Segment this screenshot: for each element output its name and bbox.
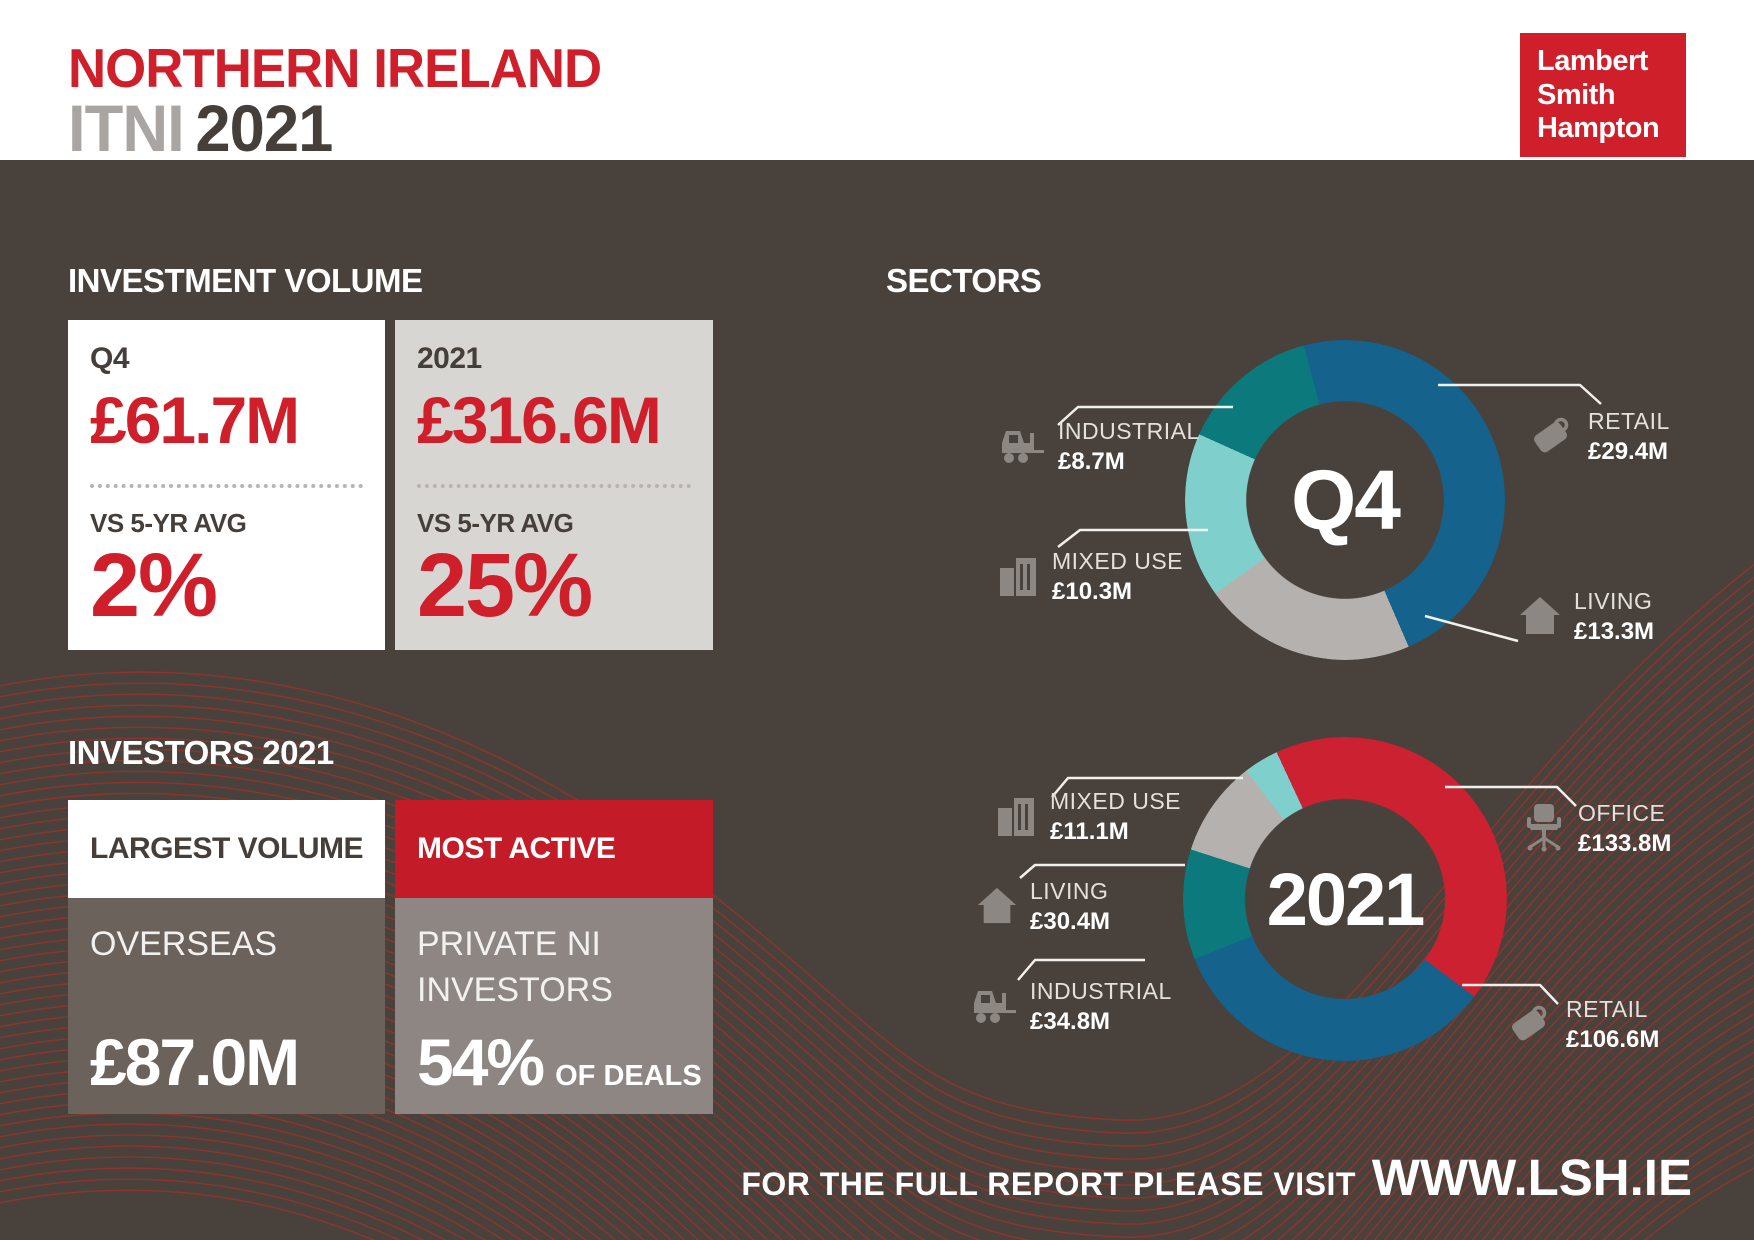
card-header: MOST ACTIVE <box>395 800 713 898</box>
sector-value: £13.3M <box>1574 618 1655 645</box>
sector-name: LIVING <box>1030 878 1109 904</box>
investors-card-largest-volume: LARGEST VOLUME OVERSEAS £87.0M <box>68 800 385 1114</box>
investors-card-most-active: MOST ACTIVE PRIVATE NI INVESTORS 54% OF D… <box>395 800 713 1114</box>
y2021-industrial-label: INDUSTRIAL £34.8M <box>968 978 1172 1036</box>
y2021-living-label: LIVING £30.4M <box>976 878 1110 936</box>
sector-name: MIXED USE <box>1052 548 1184 574</box>
subtitle-year: 2021 <box>195 91 333 165</box>
sector-name: RETAIL <box>1588 408 1670 434</box>
investor-value-number: 54% <box>417 1025 545 1099</box>
building-icon <box>996 552 1040 603</box>
investor-type: OVERSEAS <box>90 925 278 963</box>
card-amount: £316.6M <box>417 383 662 457</box>
investment-card-q4: Q4 £61.7M VS 5-YR AVG 2% <box>68 320 385 650</box>
sector-value: £133.8M <box>1578 830 1672 857</box>
investor-value: 54% OF DEALS <box>417 1024 702 1100</box>
vs-average-label: VS 5-YR AVG <box>90 508 247 538</box>
card-amount: £61.7M <box>90 383 300 457</box>
sector-value: £30.4M <box>1030 908 1111 935</box>
logo-line: Hampton <box>1537 112 1660 145</box>
q4-industrial-label: INDUSTRIAL £8.7M <box>996 418 1200 476</box>
sector-name: INDUSTRIAL <box>1030 978 1172 1004</box>
office-chair-icon <box>1522 802 1566 857</box>
sector-value: £34.8M <box>1030 1008 1111 1035</box>
card-body: PRIVATE NI INVESTORS 54% OF DEALS <box>395 898 713 1114</box>
house-icon <box>976 885 1018 930</box>
investment-card-2021: 2021 £316.6M VS 5-YR AVG 25% <box>395 320 713 650</box>
sector-value: £10.3M <box>1052 578 1133 605</box>
card-period: 2021 <box>417 342 482 375</box>
footer: FOR THE FULL REPORT PLEASE VISIT WWW.LSH… <box>741 1148 1692 1207</box>
card-header: LARGEST VOLUME <box>68 800 385 898</box>
sector-value: £11.1M <box>1050 818 1129 845</box>
page-subtitle: ITNI 2021 <box>68 90 333 166</box>
subtitle-itni: ITNI <box>68 91 185 165</box>
vs-average-value: 25% <box>417 536 593 636</box>
year-2021-donut-chart: 2021 <box>1183 737 1507 1061</box>
investor-value-suffix: OF DEALS <box>555 1060 702 1092</box>
tag-icon <box>1528 411 1576 464</box>
y2021-mixed-use-label: MIXED USE £11.1M <box>994 788 1181 846</box>
year-2021-donut-center-label: 2021 <box>1266 857 1426 941</box>
q4-mixed-use-label: MIXED USE £10.3M <box>996 548 1183 606</box>
sector-value: £106.6M <box>1566 1026 1660 1053</box>
logo-line: Lambert <box>1537 45 1648 77</box>
q4-living-label: LIVING £13.3M <box>1518 588 1654 646</box>
tag-icon <box>1506 999 1554 1052</box>
sector-name: MIXED USE <box>1050 788 1182 814</box>
header-band <box>0 0 1754 160</box>
footer-url-link[interactable]: WWW.LSH.IE <box>1371 1149 1692 1206</box>
sector-value: £29.4M <box>1588 438 1669 465</box>
building-icon <box>994 792 1038 843</box>
sector-name: LIVING <box>1574 588 1653 614</box>
page-title: NORTHERN IRELAND <box>68 37 602 99</box>
sector-name: RETAIL <box>1566 996 1648 1022</box>
house-icon <box>1518 594 1562 641</box>
investment-volume-title: INVESTMENT VOLUME <box>68 262 423 299</box>
lambert-smith-hampton-logo: Lambert Smith Hampton <box>1520 33 1686 157</box>
vs-average-label: VS 5-YR AVG <box>417 508 574 538</box>
q4-donut-center-label: Q4 <box>1290 452 1401 547</box>
y2021-retail-label: RETAIL £106.6M <box>1506 996 1659 1054</box>
y2021-office-label: OFFICE £133.8M <box>1522 800 1671 858</box>
dotted-divider <box>417 484 691 488</box>
vs-average-value: 2% <box>90 536 218 636</box>
sector-name: INDUSTRIAL <box>1058 418 1200 444</box>
card-body: OVERSEAS £87.0M <box>68 898 385 1114</box>
forklift-icon <box>996 423 1046 472</box>
dotted-divider <box>90 484 363 488</box>
sector-value: £8.7M <box>1058 448 1125 475</box>
q4-retail-label: RETAIL £29.4M <box>1528 408 1670 466</box>
sector-name: OFFICE <box>1578 800 1666 826</box>
investors-title: INVESTORS 2021 <box>68 734 334 771</box>
q4-donut-chart: Q4 <box>1185 340 1505 660</box>
card-period: Q4 <box>90 342 130 375</box>
investor-type: PRIVATE NI INVESTORS <box>417 925 613 1009</box>
footer-text: FOR THE FULL REPORT PLEASE VISIT <box>741 1166 1356 1202</box>
logo-line: Smith <box>1537 78 1616 111</box>
investor-value: £87.0M <box>90 1025 300 1099</box>
sectors-title: SECTORS <box>886 262 1042 299</box>
forklift-icon <box>968 983 1018 1032</box>
